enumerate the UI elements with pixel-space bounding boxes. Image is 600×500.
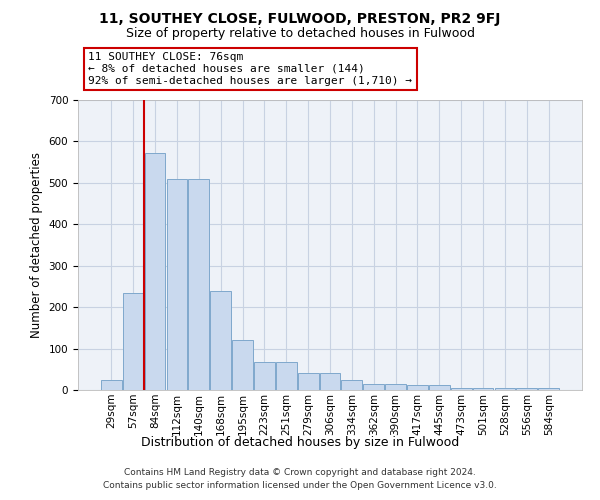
Bar [254, 362, 275, 390]
Bar [123, 294, 143, 390]
Bar [517, 388, 537, 390]
Text: Distribution of detached houses by size in Fulwood: Distribution of detached houses by size … [141, 436, 459, 449]
Text: Contains HM Land Registry data © Crown copyright and database right 2024.: Contains HM Land Registry data © Crown c… [124, 468, 476, 477]
Bar [429, 386, 450, 390]
Text: Contains public sector information licensed under the Open Government Licence v3: Contains public sector information licen… [103, 480, 497, 490]
Bar [101, 380, 122, 390]
Bar [320, 374, 340, 390]
Bar [276, 362, 296, 390]
Bar [341, 380, 362, 390]
Text: 11, SOUTHEY CLOSE, FULWOOD, PRESTON, PR2 9FJ: 11, SOUTHEY CLOSE, FULWOOD, PRESTON, PR2… [100, 12, 500, 26]
Bar [188, 178, 209, 390]
Text: 11 SOUTHEY CLOSE: 76sqm
← 8% of detached houses are smaller (144)
92% of semi-de: 11 SOUTHEY CLOSE: 76sqm ← 8% of detached… [88, 52, 412, 86]
Bar [145, 152, 166, 390]
Bar [210, 290, 231, 390]
Bar [538, 388, 559, 390]
Text: Size of property relative to detached houses in Fulwood: Size of property relative to detached ho… [125, 28, 475, 40]
Bar [451, 388, 472, 390]
Y-axis label: Number of detached properties: Number of detached properties [30, 152, 43, 338]
Bar [298, 374, 319, 390]
Bar [232, 340, 253, 390]
Bar [167, 178, 187, 390]
Bar [494, 388, 515, 390]
Bar [407, 386, 428, 390]
Bar [364, 384, 384, 390]
Bar [473, 388, 493, 390]
Bar [385, 384, 406, 390]
